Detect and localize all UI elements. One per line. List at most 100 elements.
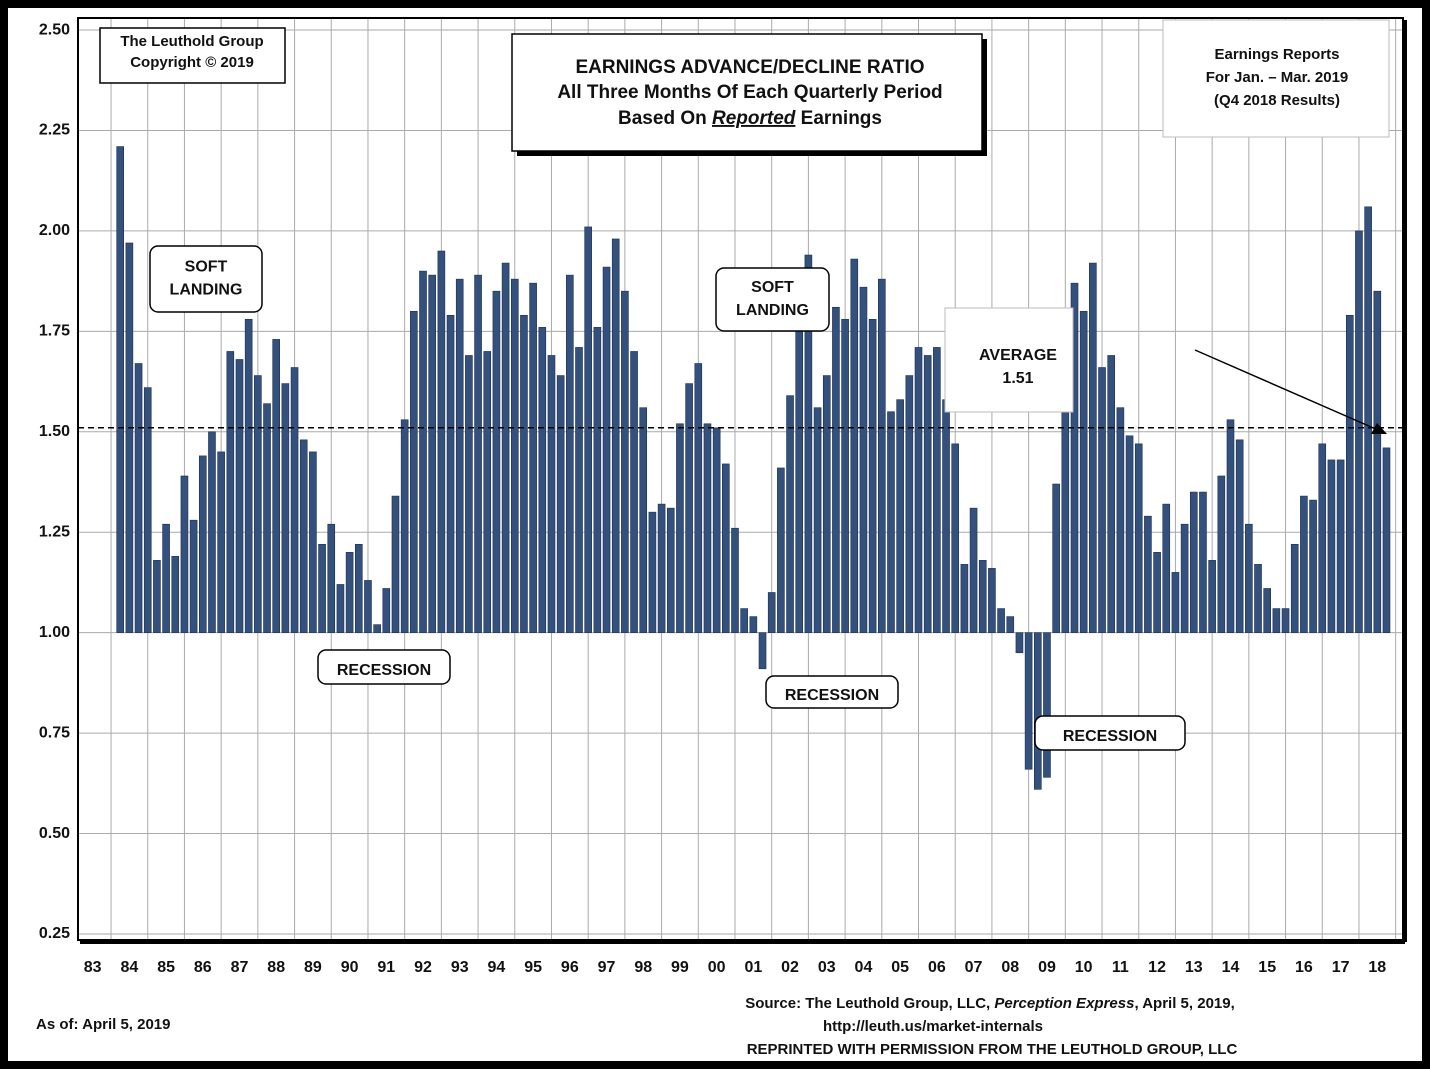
subtitle-emph: Reported bbox=[712, 108, 796, 129]
bar bbox=[354, 543, 363, 633]
bar bbox=[1217, 475, 1226, 633]
x-tick-label: 94 bbox=[488, 959, 506, 976]
bar bbox=[740, 608, 748, 633]
y-tick-label: 0.25 bbox=[39, 925, 70, 942]
bar bbox=[630, 351, 638, 633]
bar bbox=[584, 226, 592, 633]
average-value: 1.51 bbox=[1002, 370, 1033, 387]
bar bbox=[538, 327, 547, 633]
x-tick-label: 03 bbox=[818, 959, 836, 976]
x-tick-label: 07 bbox=[965, 959, 983, 976]
source: Source: The Leuthold Group, LLC, Percept… bbox=[745, 995, 1235, 1012]
annotation: LANDING bbox=[736, 302, 809, 319]
annotation: RECESSION bbox=[785, 687, 879, 704]
bar bbox=[254, 375, 262, 633]
bar bbox=[1015, 632, 1024, 654]
bar bbox=[1116, 407, 1125, 633]
x-tick-label: 86 bbox=[194, 959, 212, 976]
annotation: RECESSION bbox=[1063, 728, 1157, 745]
bar bbox=[914, 347, 923, 633]
bar bbox=[446, 314, 455, 633]
y-tick-label: 2.00 bbox=[39, 222, 70, 239]
bar bbox=[878, 278, 886, 633]
bar bbox=[1006, 616, 1015, 633]
x-tick-label: 93 bbox=[451, 959, 469, 976]
bar bbox=[639, 407, 648, 633]
x-tick-label: 90 bbox=[341, 959, 359, 976]
bar bbox=[969, 507, 978, 633]
bar bbox=[1272, 608, 1281, 633]
bar bbox=[116, 146, 125, 633]
bar bbox=[786, 395, 794, 633]
bar bbox=[1043, 632, 1051, 778]
bar bbox=[474, 274, 482, 633]
bar bbox=[1235, 439, 1244, 633]
bar bbox=[749, 616, 758, 633]
bar bbox=[143, 387, 152, 633]
bar bbox=[859, 286, 868, 633]
x-tick-label: 96 bbox=[561, 959, 579, 976]
x-tick-label: 04 bbox=[855, 959, 873, 976]
bar bbox=[153, 560, 161, 633]
bar bbox=[933, 347, 941, 633]
x-tick-label: 00 bbox=[708, 959, 726, 976]
x-tick-label: 17 bbox=[1332, 959, 1350, 976]
bar bbox=[575, 347, 583, 633]
bar bbox=[1052, 483, 1060, 633]
bar bbox=[428, 274, 436, 633]
bar bbox=[1245, 523, 1253, 633]
bar bbox=[722, 463, 730, 633]
bar bbox=[1089, 262, 1097, 633]
y-tick-label: 1.50 bbox=[39, 423, 70, 440]
bar bbox=[235, 359, 244, 633]
bar bbox=[244, 319, 253, 633]
bar bbox=[832, 306, 840, 633]
x-tick-label: 18 bbox=[1368, 959, 1386, 976]
bar bbox=[171, 556, 180, 633]
bar bbox=[318, 543, 326, 633]
bar bbox=[1134, 443, 1143, 633]
bar bbox=[602, 266, 611, 633]
bar bbox=[520, 314, 528, 633]
bar bbox=[676, 423, 684, 633]
x-tick-label: 16 bbox=[1295, 959, 1313, 976]
subtitle-text: Earnings bbox=[795, 108, 882, 129]
x-tick-label: 98 bbox=[634, 959, 652, 976]
source-text: Source: The Leuthold Group, LLC, bbox=[745, 995, 994, 1012]
bar bbox=[465, 355, 473, 633]
bar bbox=[1189, 491, 1198, 633]
bar bbox=[960, 564, 969, 633]
bar bbox=[299, 439, 308, 633]
bar bbox=[703, 423, 712, 633]
bar bbox=[272, 339, 280, 633]
bar bbox=[208, 431, 216, 633]
annotation: LANDING bbox=[170, 282, 243, 299]
reports-note: For Jan. – Mar. 2019 bbox=[1206, 69, 1349, 86]
y-tick-label: 1.75 bbox=[39, 323, 70, 340]
bar bbox=[1070, 282, 1079, 633]
reports-note: Earnings Reports bbox=[1214, 46, 1339, 63]
bar bbox=[887, 411, 895, 633]
bar bbox=[364, 580, 372, 633]
bar bbox=[327, 523, 336, 633]
bar bbox=[419, 270, 427, 633]
bar bbox=[198, 455, 207, 633]
x-tick-label: 06 bbox=[928, 959, 946, 976]
bar bbox=[978, 560, 987, 633]
y-tick-label: 2.25 bbox=[39, 122, 70, 139]
reports-note: (Q4 2018 Results) bbox=[1214, 92, 1340, 109]
x-tick-label: 95 bbox=[524, 959, 542, 976]
bar bbox=[1300, 495, 1308, 633]
bar bbox=[1033, 632, 1042, 790]
average-label: AVERAGE bbox=[979, 347, 1057, 364]
arrow bbox=[1194, 349, 1379, 431]
box bbox=[317, 649, 451, 685]
annotation: RECESSION bbox=[337, 662, 431, 679]
plot-area bbox=[78, 18, 1403, 940]
bar bbox=[382, 588, 391, 633]
bar bbox=[731, 527, 739, 633]
bar bbox=[923, 355, 932, 633]
bar bbox=[712, 427, 721, 633]
bar bbox=[1263, 588, 1271, 633]
source-text: , April 5, 2019, bbox=[1134, 995, 1234, 1012]
